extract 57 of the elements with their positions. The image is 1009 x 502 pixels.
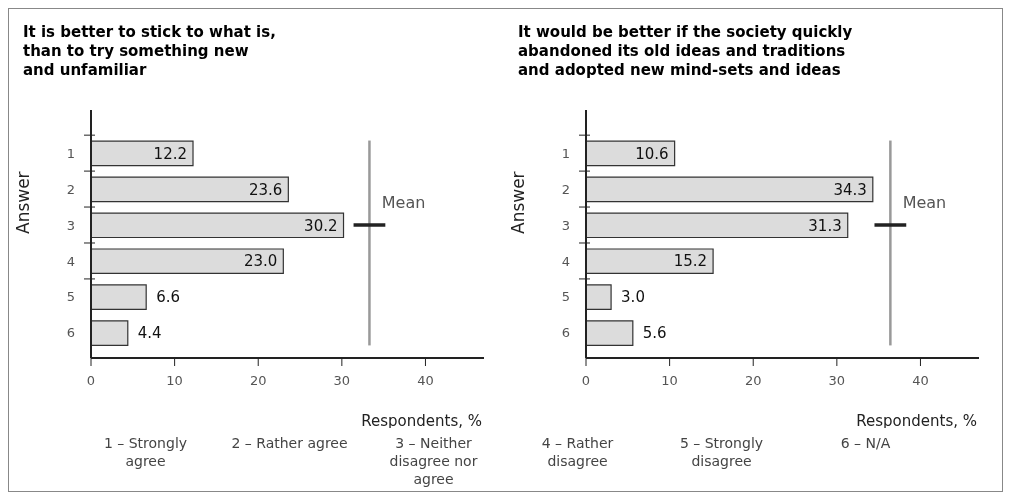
x-tick-label: 40 xyxy=(912,373,929,389)
text: 6 – N/A xyxy=(839,434,892,453)
x-tick-label: 10 xyxy=(166,373,183,389)
x-tick-label: 40 xyxy=(417,373,434,389)
y-axis-title: Answer xyxy=(508,171,529,234)
text: 4 – Rather disagree xyxy=(540,434,615,471)
data-label: 3.0 xyxy=(621,288,645,307)
bar xyxy=(586,176,874,203)
data-label: 31.3 xyxy=(808,216,842,235)
y-tick-label: 6 xyxy=(561,325,570,341)
y-tick-label: 1 xyxy=(561,145,570,161)
bar xyxy=(91,320,129,346)
x-tick-label: 30 xyxy=(333,373,351,389)
x-tick-label: 10 xyxy=(661,373,678,389)
x-tick-label: 20 xyxy=(249,373,267,389)
data-label: 4.4 xyxy=(137,324,162,343)
text: 3 – Neither disagree nor agree xyxy=(388,434,479,488)
text: 5 – Strongly disagree xyxy=(678,434,765,471)
y-tick-label: 5 xyxy=(561,289,570,305)
y-tick-label: 1 xyxy=(66,145,75,161)
y-tick-label: 3 xyxy=(66,217,75,233)
data-label: 30.2 xyxy=(304,216,338,235)
data-label: 34.3 xyxy=(833,180,867,199)
bar xyxy=(91,176,289,203)
y-tick-label: 2 xyxy=(561,181,570,197)
x-tick-label: 0 xyxy=(581,373,591,389)
y-tick-label: 6 xyxy=(66,325,75,341)
y-tick-label: 4 xyxy=(66,253,75,269)
annotation: Mean xyxy=(381,193,426,213)
x-tick-label: 20 xyxy=(744,373,762,389)
data-label: 10.6 xyxy=(635,144,669,163)
y-axis-title: Answer xyxy=(13,171,34,234)
bar xyxy=(586,248,714,275)
annotation: Mean xyxy=(902,193,947,213)
bar xyxy=(586,284,612,310)
y-tick-label: 5 xyxy=(66,289,75,305)
y-tick-label: 3 xyxy=(561,217,570,233)
data-label: 5.6 xyxy=(642,324,667,343)
bar xyxy=(91,212,345,239)
x-tick-label: 0 xyxy=(86,373,96,389)
bar xyxy=(91,248,284,275)
bar xyxy=(91,140,194,167)
y-tick-label: 4 xyxy=(561,253,570,269)
chart-title: It would be better if the society quickly abandoned its old ideas and traditions and adopted new mind-sets and ideas xyxy=(517,22,854,81)
data-label: 23.0 xyxy=(243,252,278,271)
bar xyxy=(91,284,147,310)
text: 2 – Rather agree xyxy=(230,434,349,453)
text: 1 – Strongly agree xyxy=(102,434,189,471)
data-label: 6.6 xyxy=(156,288,181,307)
bar xyxy=(586,320,634,346)
data-label: 23.6 xyxy=(248,180,283,199)
bar xyxy=(586,212,849,239)
data-label: 12.2 xyxy=(153,144,188,163)
y-tick-label: 2 xyxy=(66,181,75,197)
data-label: 15.2 xyxy=(673,252,708,271)
chart-title: It is better to stick to what is, than to try something new and unfamiliar xyxy=(22,22,277,81)
x-tick-label: 30 xyxy=(828,373,846,389)
